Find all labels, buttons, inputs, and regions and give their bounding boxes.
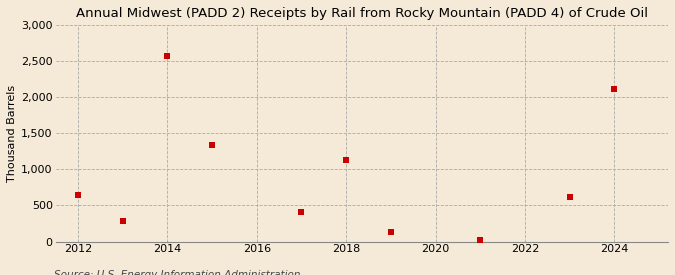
Point (341, 158, 352, 162)
Point (296, 210, 307, 214)
Point (609, 87, 620, 92)
Y-axis label: Thousand Barrels: Thousand Barrels (7, 85, 17, 182)
Point (564, 195, 575, 199)
Point (207, 142, 217, 147)
Title: Annual Midwest (PADD 2) Receipts by Rail from Rocky Mountain (PADD 4) of Crude O: Annual Midwest (PADD 2) Receipts by Rail… (76, 7, 648, 20)
Point (385, 230, 396, 234)
Point (475, 238, 486, 242)
Point (117, 219, 128, 223)
Point (162, 54, 173, 58)
Point (72, 192, 83, 197)
Text: Source: U.S. Energy Information Administration: Source: U.S. Energy Information Administ… (54, 271, 300, 275)
